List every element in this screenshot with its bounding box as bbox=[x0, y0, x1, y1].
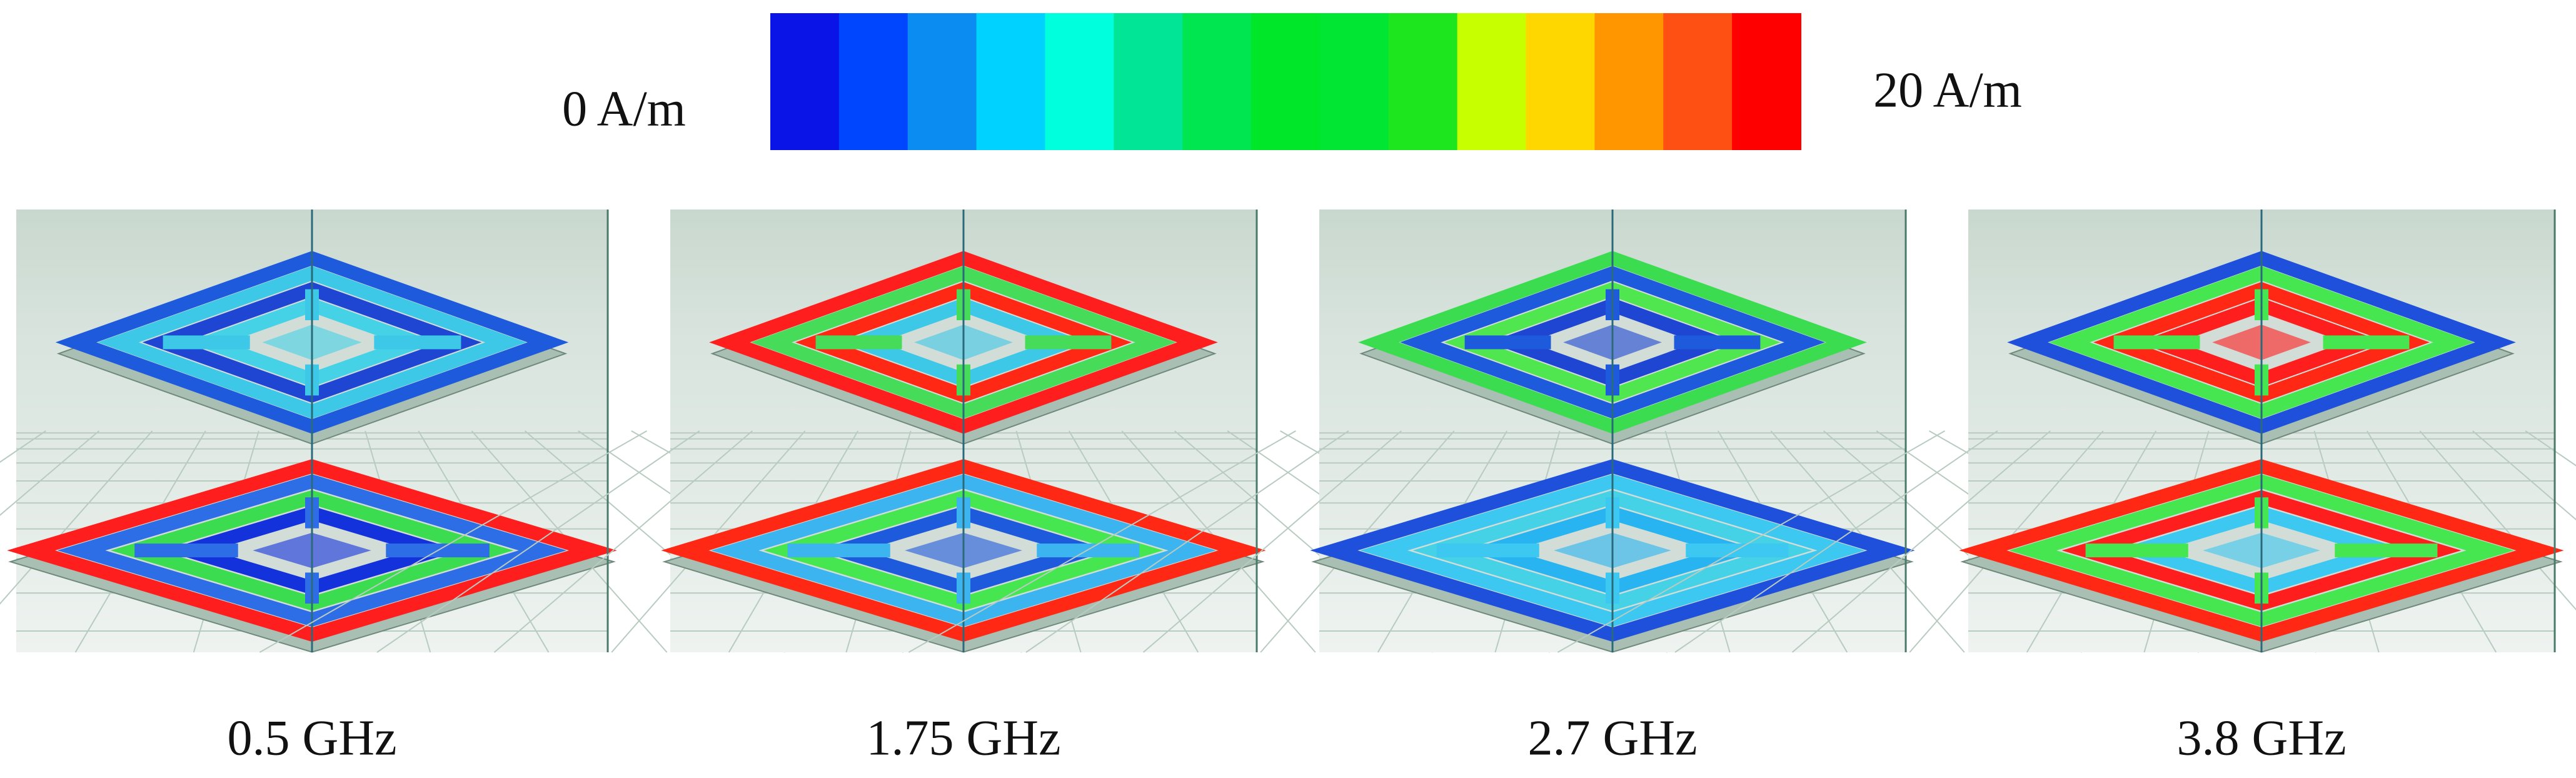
simulation-panel bbox=[1557, 210, 2576, 653]
current-trace bbox=[787, 497, 1140, 604]
current-trace bbox=[57, 474, 567, 627]
current-trace bbox=[1360, 474, 1865, 627]
floor-grid bbox=[2472, 430, 2576, 521]
floor-grid bbox=[1674, 430, 1998, 653]
colorbar-swatch bbox=[838, 13, 908, 150]
current-trace bbox=[2009, 474, 2514, 627]
current-trace bbox=[2007, 251, 2516, 434]
colorbar bbox=[770, 13, 1801, 150]
floor-grid bbox=[259, 430, 647, 653]
current-trace bbox=[795, 281, 1132, 403]
colorbar-swatch bbox=[1663, 13, 1733, 150]
current-trace bbox=[2049, 266, 2474, 419]
simulation-panel bbox=[908, 210, 2317, 653]
floor-grid bbox=[376, 430, 700, 653]
current-trace bbox=[55, 251, 569, 434]
current-trace bbox=[1464, 289, 1761, 396]
floor-grid bbox=[1025, 430, 1349, 653]
current-trace bbox=[2113, 289, 2410, 396]
colorbar-swatch bbox=[907, 13, 977, 150]
colorbar-swatch bbox=[1457, 13, 1527, 150]
colorbar-swatch bbox=[976, 13, 1046, 150]
colorbar-swatch bbox=[1526, 13, 1596, 150]
colorbar-swatch bbox=[1182, 13, 1252, 150]
current-trace bbox=[711, 474, 1216, 627]
floor-grid bbox=[1557, 430, 1945, 653]
colorbar-swatch bbox=[1319, 13, 1389, 150]
current-trace bbox=[1358, 251, 1867, 434]
simulation-panel bbox=[259, 210, 1668, 653]
colorbar-swatch bbox=[1114, 13, 1184, 150]
colorbar-swatch bbox=[1045, 13, 1115, 150]
floor-grid bbox=[0, 430, 100, 517]
current-trace bbox=[751, 266, 1176, 419]
current-trace bbox=[1959, 459, 2564, 642]
current-trace bbox=[1444, 281, 1781, 403]
current-trace bbox=[163, 289, 461, 396]
colorbar-min-label: 0 A/m bbox=[562, 81, 686, 136]
floor-grid bbox=[493, 430, 753, 653]
current-trace bbox=[1400, 266, 1825, 419]
panel-caption: 2.7 GHz bbox=[1527, 710, 1697, 765]
colorbar-max-label: 20 A/m bbox=[1873, 63, 2022, 118]
floor-grid bbox=[908, 430, 1296, 653]
floor-grid bbox=[1791, 430, 2051, 653]
colorbar-swatch bbox=[770, 13, 840, 150]
colorbar-swatch bbox=[1732, 13, 1801, 150]
current-trace bbox=[661, 459, 1266, 642]
current-trace bbox=[815, 289, 1112, 396]
current-trace bbox=[2093, 281, 2430, 403]
current-trace bbox=[2085, 497, 2438, 604]
current-trace bbox=[98, 266, 526, 419]
colorbar-swatch bbox=[1388, 13, 1458, 150]
current-trace bbox=[1310, 459, 1915, 642]
current-trace bbox=[7, 459, 617, 642]
panel-caption: 3.8 GHz bbox=[2176, 710, 2346, 765]
panel-caption: 0.5 GHz bbox=[227, 710, 396, 765]
current-trace bbox=[1436, 497, 1789, 604]
colorbar-swatch bbox=[1594, 13, 1664, 150]
colorbar-swatch bbox=[1251, 13, 1321, 150]
panel-caption: 1.75 GHz bbox=[866, 710, 1060, 765]
floor-grid bbox=[1142, 430, 1402, 653]
current-trace bbox=[709, 251, 1218, 434]
